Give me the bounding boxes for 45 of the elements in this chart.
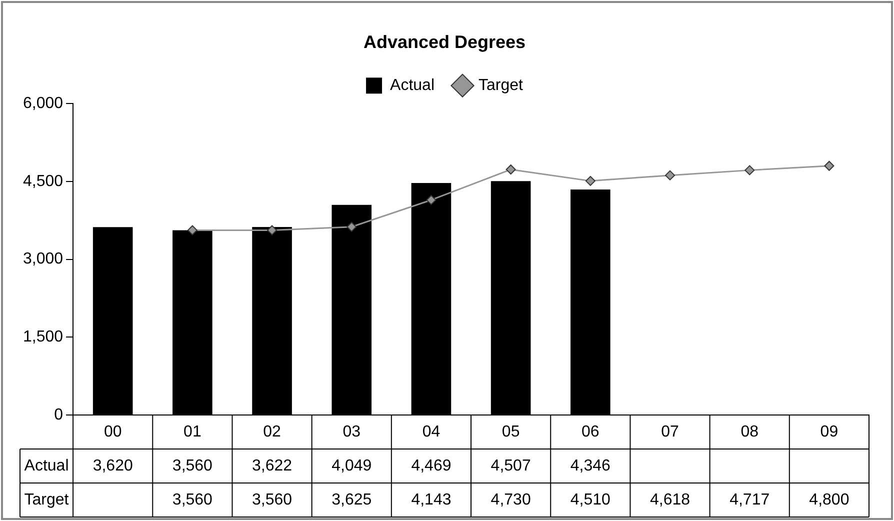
x-tick-label: 04 xyxy=(422,423,440,440)
point xyxy=(346,222,357,232)
data-label: 4,730 xyxy=(490,491,531,508)
x-tick-label: 01 xyxy=(184,423,202,440)
data-label: 3,560 xyxy=(172,457,213,474)
x-tick-label: 05 xyxy=(502,423,520,440)
y-tick-label: 3,000 xyxy=(22,250,64,268)
x-tick-label: 07 xyxy=(661,423,680,440)
data-label: 4,507 xyxy=(490,457,531,474)
point xyxy=(824,160,834,171)
data-label: 4,510 xyxy=(570,491,611,508)
data-label: 3,620 xyxy=(92,457,133,474)
y-tick-label: 6,000 xyxy=(22,95,64,112)
data-label: 4,049 xyxy=(332,457,372,474)
data-label: 4,800 xyxy=(809,491,850,508)
text: Target xyxy=(24,491,69,508)
point xyxy=(585,176,596,186)
data-label: 4,469 xyxy=(411,457,452,474)
legend-label: Actual xyxy=(390,77,434,94)
data-label: 4,346 xyxy=(570,457,611,474)
x-tick-label: 03 xyxy=(342,423,361,440)
point xyxy=(744,165,755,176)
point xyxy=(665,170,676,180)
data-label: 4,143 xyxy=(411,491,452,508)
data-label: 3,560 xyxy=(172,491,213,508)
data-label: 3,560 xyxy=(252,491,292,508)
point xyxy=(506,164,516,175)
point xyxy=(267,225,278,236)
data-label: 3,625 xyxy=(332,491,372,508)
x-tick-label: 08 xyxy=(740,423,759,440)
x-tick-label: 02 xyxy=(263,423,282,440)
data-label: 4,717 xyxy=(730,491,770,508)
data-label: 4,618 xyxy=(650,491,690,508)
point xyxy=(426,194,436,205)
text: Actual xyxy=(24,457,69,474)
data-label: 3,622 xyxy=(252,457,292,474)
y-tick-label: 0 xyxy=(54,406,64,424)
x-tick-label: 06 xyxy=(582,423,600,440)
legend-label: Target xyxy=(478,77,524,94)
x-tick-label: 00 xyxy=(104,423,122,440)
y-tick-label: 1,500 xyxy=(22,328,64,346)
y-tick-label: 4,500 xyxy=(22,172,64,190)
x-tick-label: 09 xyxy=(820,423,838,440)
point xyxy=(187,225,198,236)
chart-title: Advanced Degrees xyxy=(363,32,526,52)
